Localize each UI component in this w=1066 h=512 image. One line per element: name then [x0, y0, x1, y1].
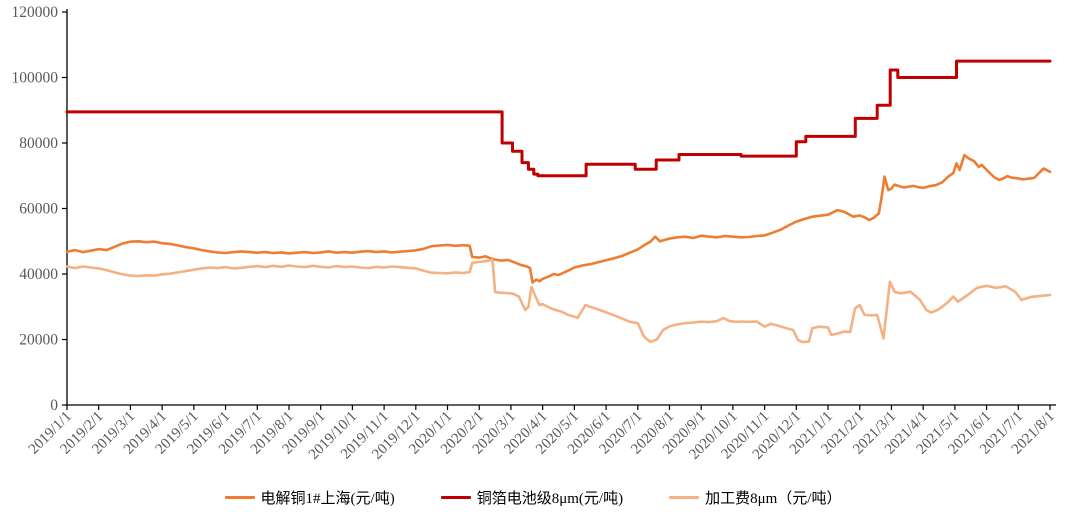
legend-label-electrolytic-copper: 电解铜1#上海(元/吨)	[260, 491, 395, 507]
legend-item-processing-fee: 加工费8μm（元/吨）	[669, 487, 841, 508]
y-tick-label: 120000	[12, 4, 59, 21]
series-line-1	[65, 59, 1052, 178]
chart-legend: 电解铜1#上海(元/吨) 铜箔电池级8μm(元/吨) 加工费8μm（元/吨）	[0, 487, 1066, 508]
legend-swatch-processing-fee	[669, 496, 700, 499]
legend-item-copper-foil: 铜箔电池级8μm(元/吨)	[440, 487, 624, 508]
series-line-0	[65, 153, 1052, 284]
y-tick-label: 60000	[19, 201, 58, 218]
y-tick-label: 100000	[12, 70, 59, 87]
y-tick-label: 0	[50, 397, 58, 414]
legend-item-electrolytic-copper: 电解铜1#上海(元/吨)	[224, 487, 395, 508]
y-tick-label: 40000	[19, 266, 58, 283]
y-tick-label: 80000	[19, 135, 58, 152]
legend-swatch-electrolytic-copper	[224, 496, 255, 499]
y-tick-label: 20000	[19, 332, 58, 349]
series-line-2	[65, 258, 1052, 344]
legend-label-copper-foil: 铜箔电池级8μm(元/吨)	[476, 491, 624, 507]
legend-swatch-copper-foil	[440, 496, 471, 499]
legend-label-processing-fee: 加工费8μm（元/吨）	[705, 491, 842, 507]
price-chart: 0200004000060000800001000001200002019/1/…	[12, 4, 1058, 463]
